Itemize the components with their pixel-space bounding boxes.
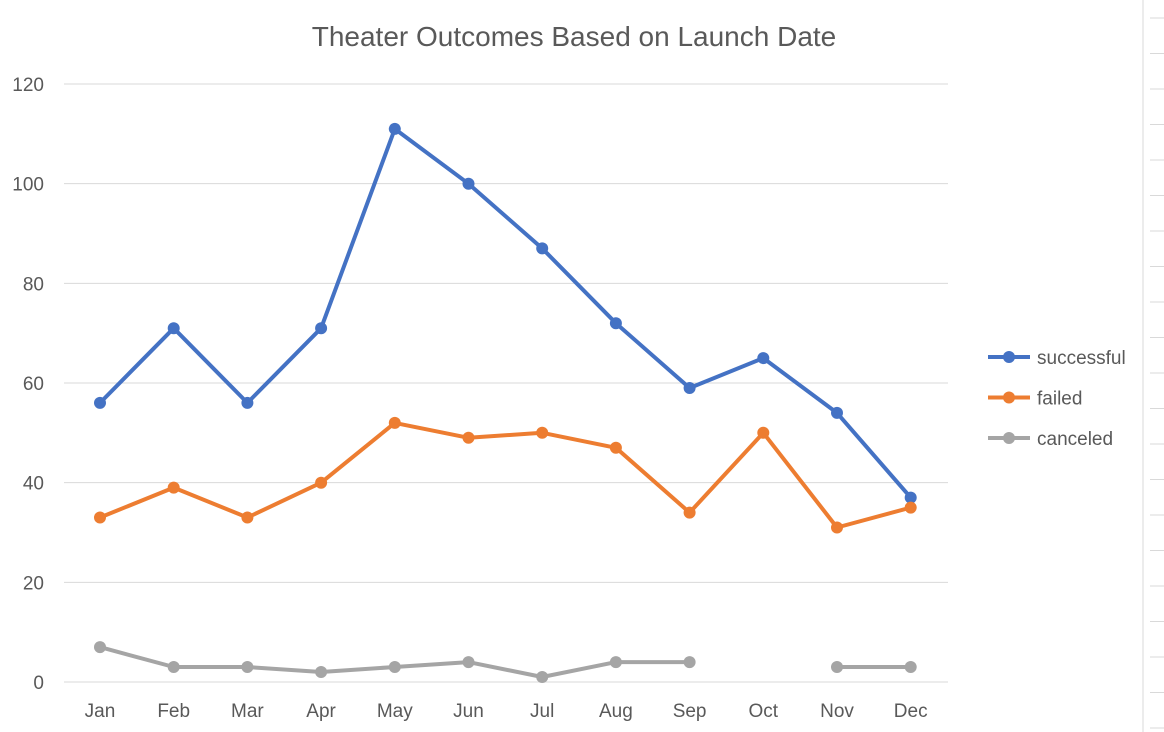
data-point-failed [94,511,106,524]
y-axis-tick-labels: 0 20 40 60 80 100 120 [12,75,44,694]
x-tick-label: Feb [157,701,190,722]
legend-marker [1003,432,1015,444]
data-point-canceled [609,656,622,669]
x-tick-label: Jun [453,701,484,722]
series-line-successful [98,126,913,500]
data-point-failed [241,511,254,524]
series-failed [94,416,917,534]
data-point-successful [167,322,180,335]
legend-marker [1003,391,1015,404]
x-tick-label: Jan [85,701,116,722]
x-axis-tick-labels: Jan Feb Mar Apr May Jun Jul Aug Sep Oct Nov Dec [85,701,928,722]
data-point-successful [683,382,696,394]
x-tick-label: Oct [749,701,779,722]
legend-marker [1003,351,1015,363]
data-point-successful [536,242,549,255]
x-tick-label: Apr [306,701,336,722]
data-point-successful [241,396,254,409]
chart-title: Theater Outcomes Based on Launch Date [312,21,837,52]
data-point-failed [757,426,770,439]
data-point-successful [462,177,475,190]
data-point-failed [315,476,328,489]
data-point-failed [904,501,917,514]
data-point-successful [94,396,106,409]
data-point-failed [462,431,475,444]
y-tick-label: 40 [23,474,44,495]
data-point-canceled [462,656,475,669]
y-tick-label: 60 [23,374,44,395]
y-tick-label: 120 [12,75,44,96]
data-point-failed [388,416,401,429]
data-point-canceled [167,661,180,673]
data-point-canceled [536,671,549,683]
x-tick-label: Dec [894,701,928,722]
x-tick-label: Mar [231,701,264,722]
legend-item-failed: failed [988,389,1082,410]
data-point-successful [904,491,917,504]
data-point-failed [167,481,180,494]
y-tick-label: 100 [12,175,44,196]
data-point-canceled [388,661,401,673]
legend-item-successful: successful [988,348,1126,369]
series-canceled [94,641,917,683]
data-point-canceled [683,656,696,669]
y-tick-label: 80 [23,274,44,295]
data-point-canceled [315,666,328,678]
data-point-failed [683,506,696,519]
data-point-canceled [831,661,843,673]
legend-item-canceled: canceled [988,429,1113,450]
data-point-successful [757,352,770,365]
series-successful [94,122,917,504]
series-layer [94,122,917,683]
x-tick-label: Jul [530,701,554,722]
x-tick-label: Nov [820,701,854,722]
data-point-successful [609,317,622,330]
data-point-canceled [94,641,106,654]
x-tick-label: Aug [599,701,633,722]
data-point-successful [315,322,328,335]
data-point-successful [388,122,401,135]
x-tick-label: May [377,701,413,722]
data-point-failed [831,521,843,534]
series-line-failed [98,420,913,530]
chart-legend: successful failed canceled [988,348,1126,450]
data-point-canceled [241,661,254,673]
data-point-canceled [904,661,917,673]
legend-label: failed [1037,389,1082,410]
data-point-successful [831,406,843,419]
data-point-failed [536,426,549,439]
y-tick-label: 20 [23,573,44,594]
spreadsheet-gridlines [1142,0,1164,732]
legend-label: canceled [1037,429,1113,450]
chart-gridlines [64,83,948,683]
data-point-failed [609,441,622,454]
y-tick-label: 0 [33,673,44,694]
legend-label: successful [1037,348,1126,369]
x-tick-label: Sep [673,701,707,722]
